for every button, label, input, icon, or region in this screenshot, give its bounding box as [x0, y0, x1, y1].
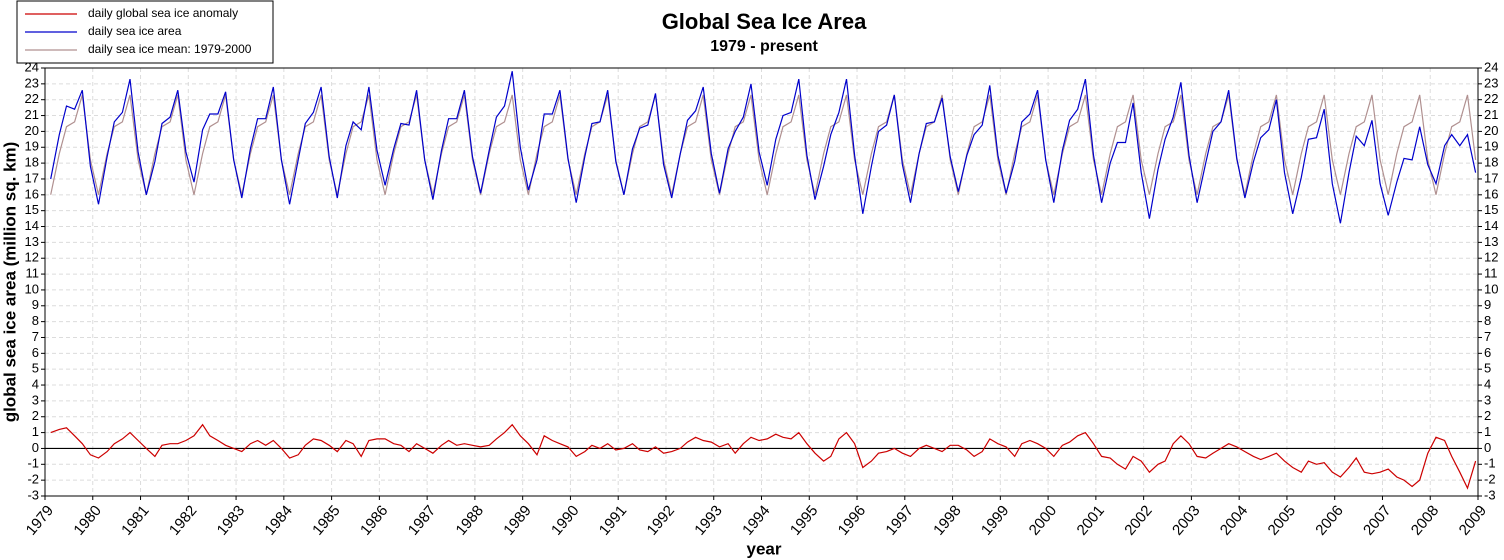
x-tick-label: 2003	[1169, 502, 1203, 538]
series-line	[50, 423, 1477, 490]
y2-tick-label: 1	[1484, 424, 1491, 439]
x-tick-label: 1999	[978, 502, 1012, 538]
y2-tick-label: 13	[1484, 234, 1498, 249]
x-tick-label: 1992	[644, 502, 678, 538]
x-tick-label: 2004	[1217, 502, 1251, 538]
y2-tick-label: 4	[1484, 376, 1491, 391]
y-axis-label: global sea ice area (million sq. km)	[0, 142, 19, 423]
y2-tick-label: 18	[1484, 155, 1498, 170]
y2-tick-label: 12	[1484, 250, 1498, 265]
x-tick-label: 1987	[405, 502, 439, 538]
y2-tick-label: 15	[1484, 202, 1498, 217]
x-tick-label: 2007	[1360, 502, 1394, 538]
plot-frame	[44, 67, 1479, 497]
y2-tick-label: 2	[1484, 408, 1491, 423]
y2-tick-label: 16	[1484, 186, 1498, 201]
y-tick-label: 5	[32, 361, 39, 376]
legend-label: daily sea ice area	[88, 24, 182, 38]
series-line	[50, 71, 1477, 224]
x-tick-label: 2009	[1456, 502, 1490, 538]
y-tick-label: 1	[32, 424, 39, 439]
y2-tick-label: -3	[1484, 487, 1496, 502]
y2-tick-label: 22	[1484, 91, 1498, 106]
y2-tick-label: 10	[1484, 281, 1498, 296]
y2-tick-label: 0	[1484, 440, 1491, 455]
y-tick-label: 18	[25, 155, 39, 170]
y2-tick-label: 8	[1484, 313, 1491, 328]
x-tick-label: 1990	[548, 502, 582, 538]
x-tick-label: 1994	[739, 502, 773, 538]
y-tick-label: 17	[25, 170, 39, 185]
y2-tick-label: 11	[1484, 266, 1498, 281]
x-tick-label: 1998	[930, 502, 964, 538]
legend-label: daily global sea ice anomaly	[88, 6, 238, 20]
y2-tick-label: 7	[1484, 329, 1491, 344]
x-tick-label: 1995	[787, 502, 821, 538]
y-tick-label: 23	[25, 75, 39, 90]
x-tick-label: 2002	[1121, 502, 1155, 538]
series-line	[50, 94, 1477, 195]
y-tick-label: 3	[32, 392, 39, 407]
x-axis-label: year	[747, 539, 782, 558]
y-tick-label: 20	[25, 123, 39, 138]
legend-label: daily sea ice mean: 1979-2000	[88, 42, 252, 56]
y2-tick-label: 3	[1484, 392, 1491, 407]
y-tick-label: -3	[27, 487, 39, 502]
x-tick-label: 2006	[1312, 502, 1346, 538]
y-tick-label: 8	[32, 313, 39, 328]
y-tick-label: 13	[25, 234, 39, 249]
x-tick-label: 1981	[118, 502, 152, 538]
x-tick-label: 1985	[309, 502, 343, 538]
x-tick-label: 1983	[214, 502, 248, 538]
y-tick-label: 11	[26, 266, 40, 281]
x-tick-label: 1986	[357, 502, 391, 538]
y-tick-label: 15	[25, 202, 39, 217]
y2-tick-label: 24	[1484, 59, 1498, 74]
y2-tick-label: 19	[1484, 139, 1498, 154]
x-tick-label: 1989	[500, 502, 534, 538]
x-tick-label: 1993	[691, 502, 725, 538]
x-tick-label: 2000	[1026, 502, 1060, 538]
x-tick-label: 2005	[1265, 502, 1299, 538]
y-tick-label: 14	[25, 218, 39, 233]
y2-tick-label: 21	[1484, 107, 1498, 122]
y-tick-label: 0	[32, 440, 39, 455]
y-tick-label: 4	[32, 376, 39, 391]
y2-tick-label: 5	[1484, 361, 1491, 376]
chart-subtitle: 1979 - present	[710, 38, 818, 55]
x-tick-label: 1988	[453, 502, 487, 538]
x-tick-label: 1982	[166, 502, 200, 538]
x-tick-label: 1980	[70, 502, 104, 538]
y2-tick-label: -1	[1484, 456, 1496, 471]
y-tick-label: 22	[25, 91, 39, 106]
y2-tick-label: 14	[1484, 218, 1498, 233]
y-tick-label: -1	[27, 456, 39, 471]
y2-tick-label: 17	[1484, 170, 1498, 185]
y-tick-label: 9	[32, 297, 39, 312]
y-tick-label: 10	[25, 281, 39, 296]
y-tick-label: 24	[25, 59, 39, 74]
y2-tick-label: 9	[1484, 297, 1491, 312]
x-tick-label: 1991	[596, 502, 630, 538]
y-tick-label: 19	[25, 139, 39, 154]
y2-tick-label: 20	[1484, 123, 1498, 138]
y-tick-label: 2	[32, 408, 39, 423]
y-tick-label: 6	[32, 345, 39, 360]
y-tick-label: -2	[27, 472, 39, 487]
y2-tick-label: 23	[1484, 75, 1498, 90]
y-tick-label: 7	[32, 329, 39, 344]
y2-tick-label: -2	[1484, 472, 1496, 487]
y-tick-label: 12	[25, 250, 39, 265]
x-tick-label: 1996	[835, 502, 869, 538]
x-tick-label: 1979	[23, 502, 57, 538]
x-tick-label: 1984	[261, 502, 295, 538]
chart-title: Global Sea Ice Area	[662, 9, 867, 34]
x-tick-label: 1997	[882, 502, 916, 538]
y-tick-label: 21	[25, 107, 39, 122]
y2-tick-label: 6	[1484, 345, 1491, 360]
y-tick-label: 16	[25, 186, 39, 201]
x-tick-label: 2001	[1073, 502, 1107, 538]
x-tick-label: 2008	[1408, 502, 1442, 538]
